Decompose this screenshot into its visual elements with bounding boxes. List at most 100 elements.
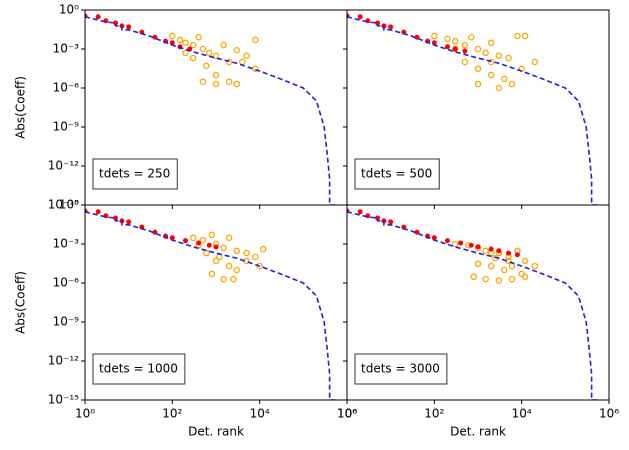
y-tick-label: 10⁻¹²	[48, 354, 79, 368]
orange-point	[521, 273, 529, 281]
orange-point	[482, 275, 489, 283]
orange-point	[474, 80, 482, 88]
y-tick-label: 10⁻¹²	[48, 159, 79, 173]
x-tick-label: 10⁴	[512, 407, 532, 421]
orange-point	[243, 249, 250, 257]
x-tick-label: 10²	[424, 407, 444, 421]
orange-point	[431, 32, 438, 40]
orange-point	[203, 62, 210, 70]
red-point	[506, 250, 512, 256]
orange-point	[225, 234, 233, 242]
orange-point	[212, 71, 220, 79]
orange-point	[208, 270, 216, 278]
red-point	[196, 240, 202, 246]
red-point	[126, 24, 132, 30]
red-point	[357, 209, 363, 215]
orange-point	[495, 84, 503, 92]
x-tick-label: 10⁴	[250, 407, 270, 421]
orange-point	[256, 262, 263, 270]
x-axis-label: Det. rank	[450, 425, 506, 439]
red-point	[458, 240, 464, 246]
orange-point	[220, 244, 227, 252]
orange-point	[474, 45, 482, 53]
orange-point	[243, 52, 250, 60]
x-tick-label: 10⁰	[75, 407, 95, 421]
annotation: tdets = 3000	[361, 362, 440, 376]
orange-point	[508, 262, 516, 270]
red-point	[468, 242, 474, 248]
orange-point	[212, 80, 220, 88]
red-point	[95, 209, 101, 215]
y-tick-label: 10⁻⁶	[53, 81, 80, 95]
orange-point	[470, 273, 478, 281]
fit-line	[347, 16, 600, 205]
orange-point	[444, 35, 451, 43]
orange-point	[461, 41, 469, 49]
orange-point	[212, 52, 220, 60]
orange-point	[182, 39, 189, 47]
orange-point	[230, 275, 237, 283]
red-point	[452, 46, 458, 52]
orange-point	[505, 54, 512, 62]
orange-point	[487, 39, 495, 47]
orange-point	[451, 45, 459, 53]
orange-point	[199, 78, 207, 86]
orange-point	[252, 65, 259, 73]
plot-area	[85, 13, 338, 205]
y-tick-label: 10⁻⁹	[53, 315, 80, 329]
orange-point	[531, 58, 539, 66]
x-tick-label: 10⁶	[337, 407, 357, 421]
orange-point	[203, 249, 210, 257]
subplot: tdets = 500	[343, 9, 610, 209]
orange-point	[521, 32, 529, 40]
orange-point	[182, 49, 189, 57]
red-point	[126, 219, 132, 225]
red-point	[475, 244, 481, 250]
plot-area	[347, 208, 600, 400]
orange-point	[205, 49, 213, 57]
y-tick-label: 10⁻⁹	[53, 120, 80, 134]
orange-point	[189, 54, 197, 62]
red-point	[514, 252, 520, 258]
orange-point	[212, 257, 220, 265]
orange-point	[225, 78, 233, 86]
x-axis-label: Det. rank	[188, 425, 244, 439]
orange-point	[189, 234, 197, 242]
annotation-box	[354, 353, 448, 385]
orange-point	[508, 80, 516, 88]
red-point	[95, 14, 101, 20]
orange-point	[220, 275, 227, 283]
fit-line	[85, 16, 338, 205]
orange-point	[495, 277, 503, 284]
red-point	[357, 14, 363, 20]
y-tick-label: 10⁻¹⁵	[48, 198, 79, 212]
orange-point	[461, 58, 469, 66]
orange-point	[514, 32, 521, 40]
orange-point	[176, 36, 184, 44]
red-point	[388, 24, 394, 30]
orange-point	[487, 71, 495, 79]
subplot: 10⁰ 10² 10⁴ 10⁶ Det. rank tdets = 3000	[337, 204, 619, 439]
plot-area	[85, 208, 338, 400]
orange-point	[451, 240, 459, 248]
x-tick-label: 10²	[162, 407, 182, 421]
orange-point	[199, 45, 207, 53]
orange-point	[474, 65, 482, 73]
y-tick-label: 10⁰	[59, 198, 79, 212]
plot-area	[347, 13, 600, 205]
orange-point	[501, 75, 508, 83]
red-point	[488, 246, 494, 252]
annotation: tdets = 1000	[99, 362, 178, 376]
orange-point	[487, 58, 495, 66]
orange-point	[208, 231, 216, 239]
red-point	[444, 44, 450, 50]
orange-point	[233, 47, 241, 54]
orange-point	[252, 36, 259, 44]
orange-point	[521, 257, 529, 265]
subplot: 10⁰ 10⁻³ 10⁻⁶ 10⁻⁹ 10⁻¹² 10⁻¹⁵ Abs(Coeff) tdets…	[14, 3, 348, 212]
y-tick-label: 10⁻⁶	[53, 276, 80, 290]
y-tick-label: 10⁻³	[53, 42, 80, 56]
x-tick-label: 10⁶	[599, 407, 619, 421]
orange-point	[451, 37, 459, 45]
orange-point	[233, 266, 241, 274]
